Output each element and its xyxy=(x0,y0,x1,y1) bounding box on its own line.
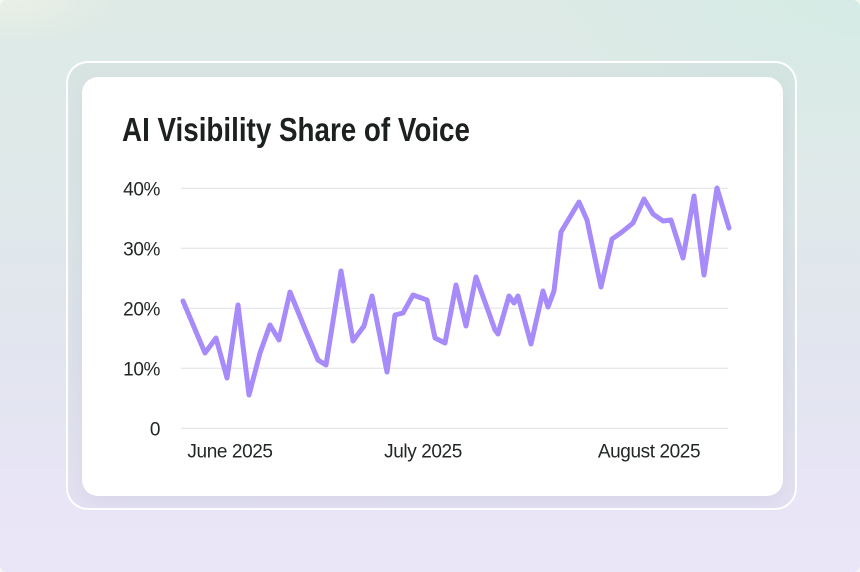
svg-text:July 2025: July 2025 xyxy=(384,442,462,463)
svg-text:10%: 10% xyxy=(123,360,160,381)
svg-text:30%: 30% xyxy=(123,240,160,261)
svg-text:June 2025: June 2025 xyxy=(187,442,272,463)
svg-text:20%: 20% xyxy=(123,300,160,321)
svg-text:40%: 40% xyxy=(123,180,160,201)
svg-text:0: 0 xyxy=(150,420,160,441)
svg-text:August 2025: August 2025 xyxy=(598,442,700,463)
